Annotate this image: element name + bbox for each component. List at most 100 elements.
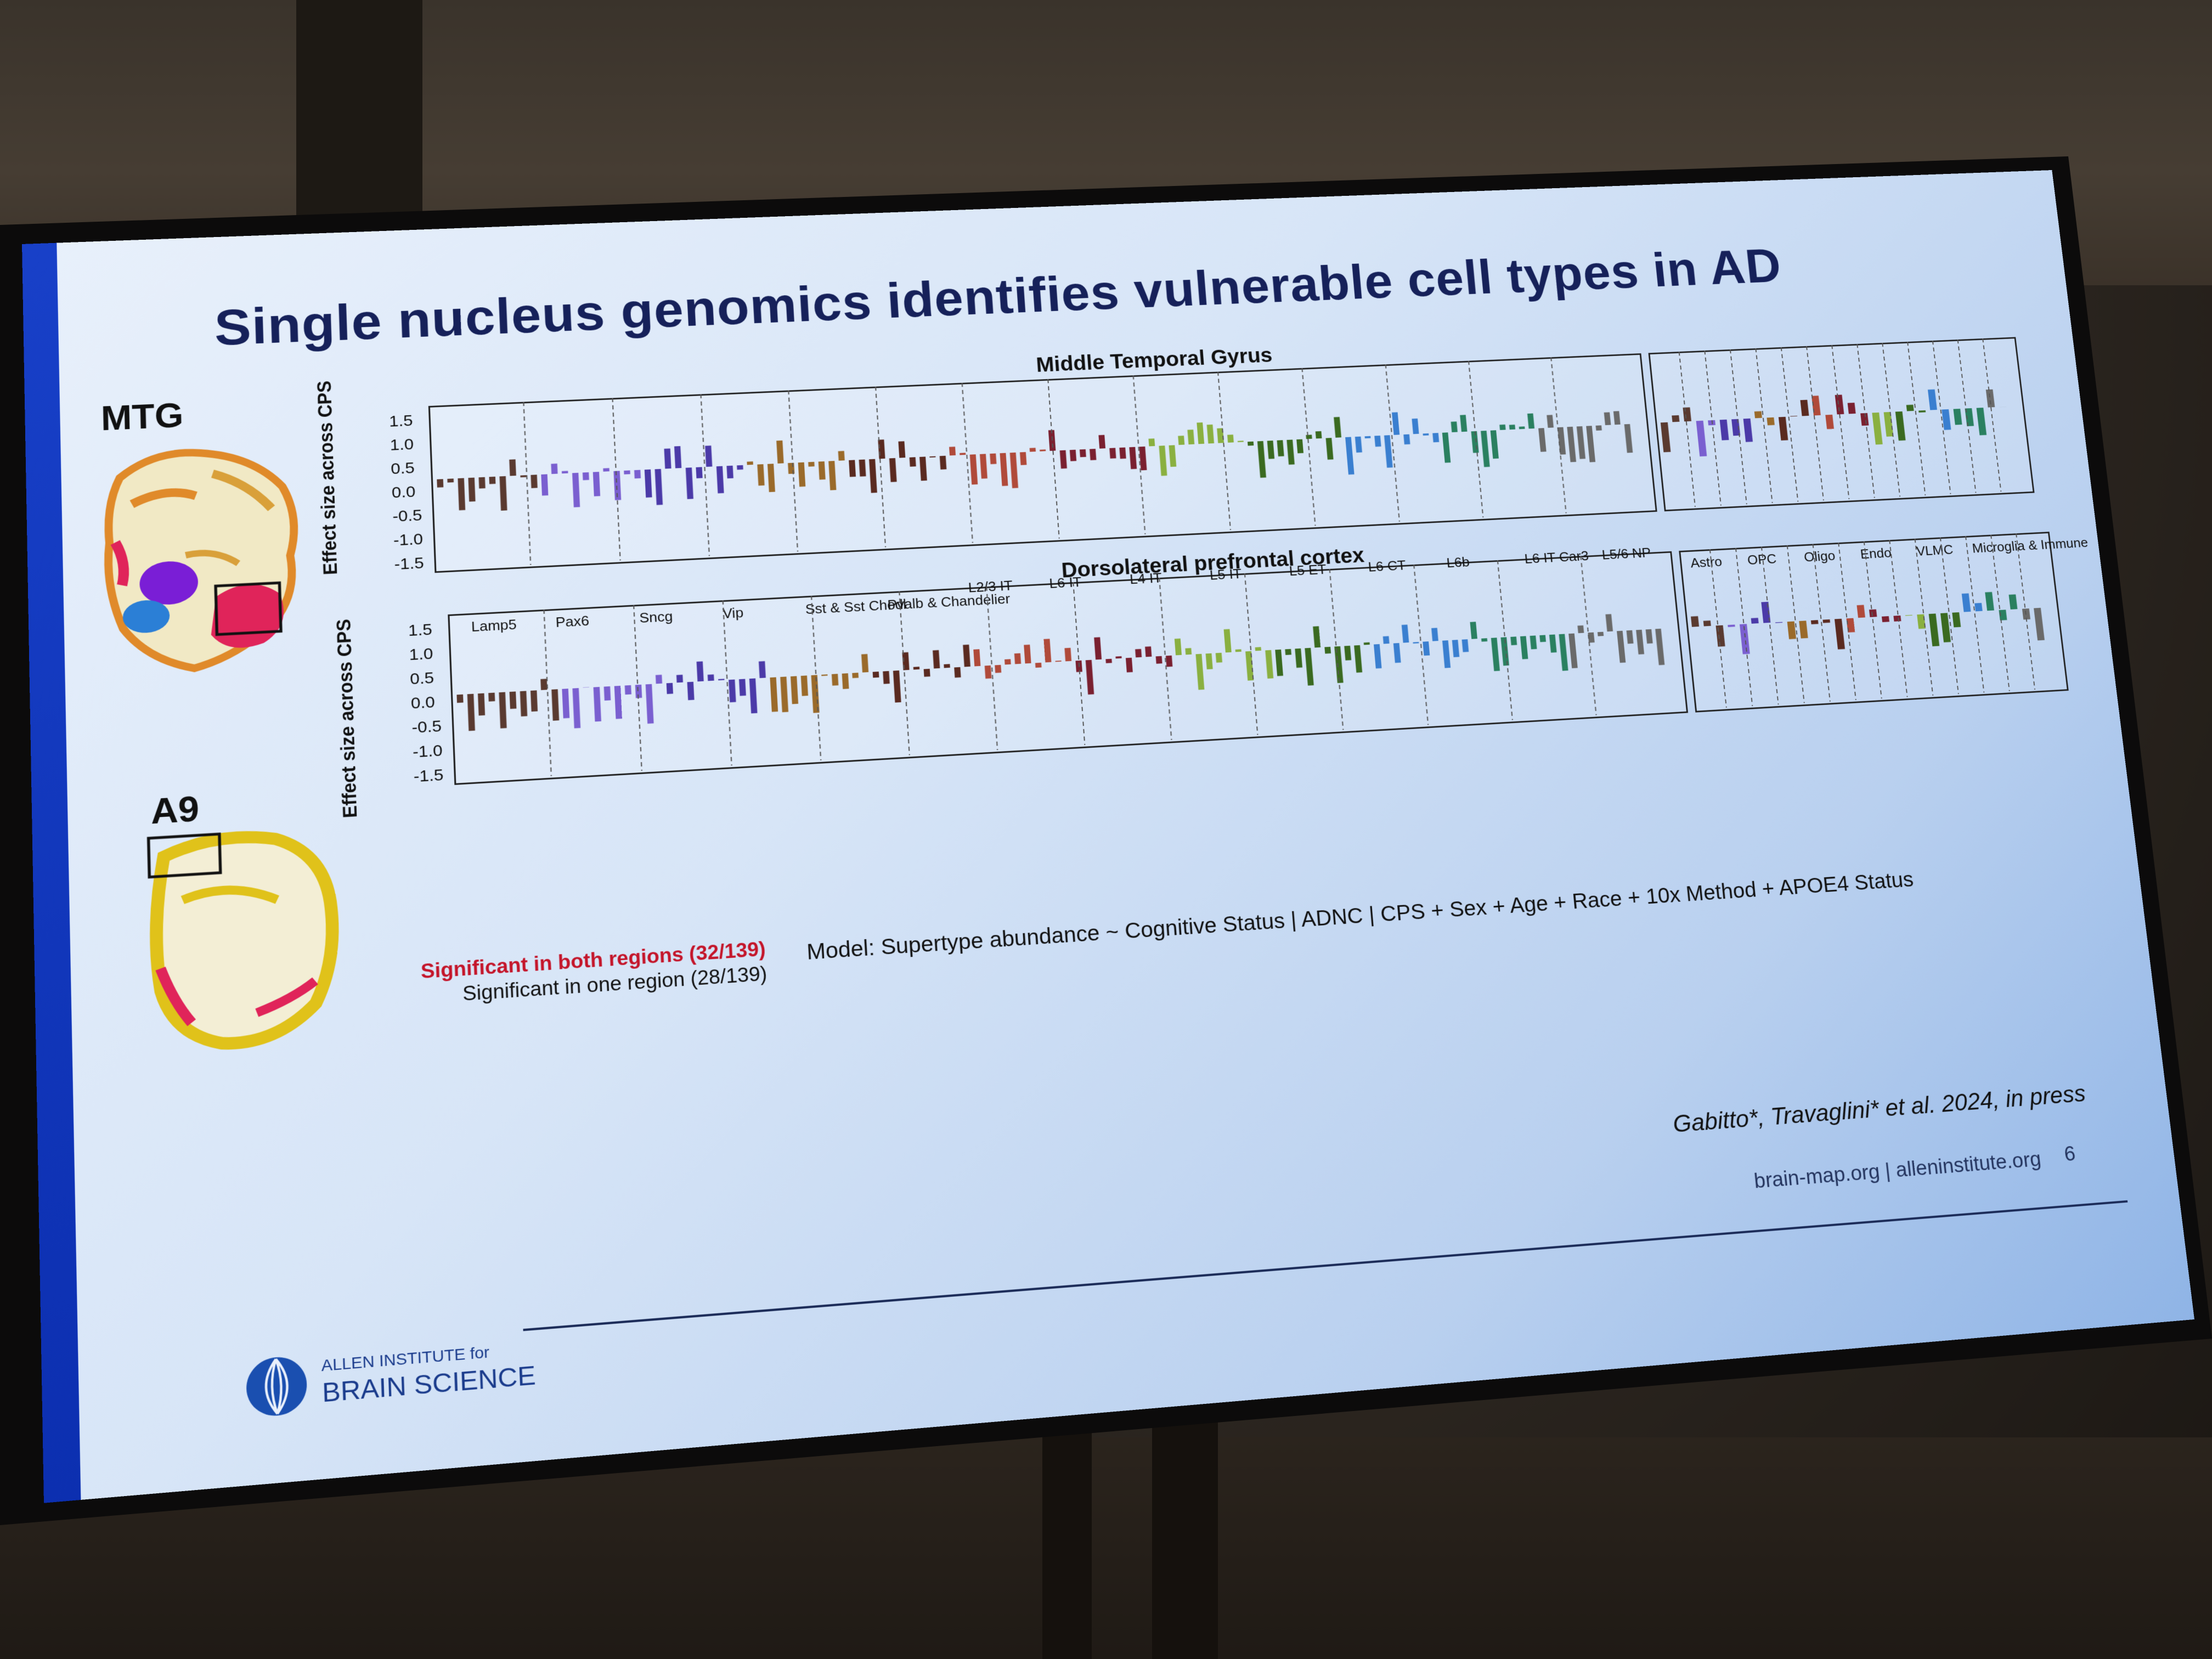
effect-bar (1169, 445, 1176, 467)
effect-bar (878, 439, 885, 459)
effect-bar (603, 468, 610, 471)
effect-bar (1558, 427, 1566, 455)
effect-bar (919, 456, 927, 481)
effect-bar (1893, 616, 1901, 622)
effect-bar (1442, 432, 1451, 462)
effect-bar (828, 461, 836, 490)
effect-bar (1527, 414, 1534, 429)
effect-bar (1364, 642, 1370, 645)
effect-bar (531, 690, 538, 712)
effect-bar (1145, 646, 1152, 657)
effect-bar (780, 676, 788, 712)
effect-bar (995, 665, 1001, 673)
effect-bar (1696, 421, 1707, 456)
effect-bar (1197, 422, 1204, 444)
effect-bar (1344, 646, 1351, 661)
effect-bar (645, 470, 652, 498)
effect-bar (674, 446, 681, 468)
effect-bar (1296, 439, 1304, 454)
effect-bar (1519, 426, 1525, 429)
effect-bar (468, 478, 475, 502)
effect-bar (1918, 410, 1926, 413)
effect-bar (1577, 625, 1584, 633)
effect-bar (747, 461, 753, 465)
effect-bar (646, 684, 654, 724)
effect-bar (1646, 629, 1653, 644)
effect-bar (1267, 441, 1274, 459)
effect-bar (1452, 640, 1459, 657)
effect-bar (1636, 630, 1644, 654)
effect-bar (1835, 619, 1845, 650)
effect-bar (655, 469, 663, 505)
effect-bar (1166, 656, 1172, 667)
effect-bar (1451, 421, 1458, 432)
effect-bar (1412, 419, 1419, 434)
effect-bar (924, 669, 930, 677)
effect-bar (1661, 422, 1671, 453)
effect-bar (583, 687, 589, 688)
effect-bar (1334, 646, 1343, 683)
effect-bar (1491, 430, 1499, 459)
effect-bar (1020, 452, 1027, 465)
effect-bar (1035, 663, 1042, 668)
effect-bar (1175, 639, 1182, 656)
effect-bar (1119, 448, 1126, 459)
effect-bar (478, 477, 485, 489)
effect-bar (1316, 431, 1322, 439)
effect-bar (1148, 438, 1155, 446)
effect-bar (970, 454, 978, 484)
effect-bar (1431, 628, 1438, 641)
effect-bar (1538, 428, 1547, 452)
effect-bar (1691, 616, 1699, 627)
effect-bar (1275, 650, 1283, 676)
effect-bar (488, 693, 495, 702)
effect-bar (933, 650, 940, 669)
effect-bar (624, 470, 630, 474)
effect-bar (1187, 430, 1194, 444)
effect-bar (1872, 413, 1882, 445)
effect-bar (737, 465, 743, 470)
effect-bar (776, 441, 783, 464)
effect-bar (1285, 649, 1291, 655)
effect-bar (1090, 449, 1096, 460)
group-divider (1966, 536, 1984, 692)
effect-bar (990, 453, 996, 464)
effect-bar (1985, 592, 1994, 611)
effect-bar (1509, 425, 1515, 430)
effect-bar (1539, 635, 1546, 642)
effect-bar (1306, 435, 1312, 439)
effect-bar (509, 459, 516, 476)
effect-bar (1126, 658, 1133, 673)
effect-bar (1952, 612, 1961, 627)
effect-bar (1098, 435, 1105, 449)
effect-bar (1030, 448, 1036, 452)
effect-bar (1848, 403, 1856, 414)
effect-bar (467, 694, 475, 731)
effect-bar (1392, 412, 1400, 435)
effect-bar (664, 448, 671, 469)
group-divider (1756, 348, 1772, 503)
effect-bar (1207, 425, 1214, 444)
effect-bar (541, 474, 548, 495)
effect-bar (1129, 447, 1137, 469)
effect-bar (819, 461, 826, 479)
effect-bar (1547, 415, 1554, 428)
effect-bar (849, 460, 856, 477)
effect-bar (729, 680, 736, 703)
effect-bar (2008, 594, 2017, 610)
effect-bar (1206, 653, 1213, 669)
effect-bar (1929, 613, 1940, 646)
effect-bar (913, 667, 919, 669)
effect-bar (883, 671, 890, 684)
effect-bar (594, 687, 601, 721)
effect-bar (1811, 620, 1819, 624)
effect-bar (1334, 417, 1341, 438)
effect-bar (1286, 439, 1294, 465)
effect-bar (1655, 629, 1664, 665)
effect-bar (437, 479, 443, 487)
effect-bar (842, 673, 849, 689)
group-divider (876, 387, 885, 548)
effect-bar (1423, 641, 1430, 656)
effect-bar (940, 456, 947, 470)
effect-bar (551, 689, 559, 720)
